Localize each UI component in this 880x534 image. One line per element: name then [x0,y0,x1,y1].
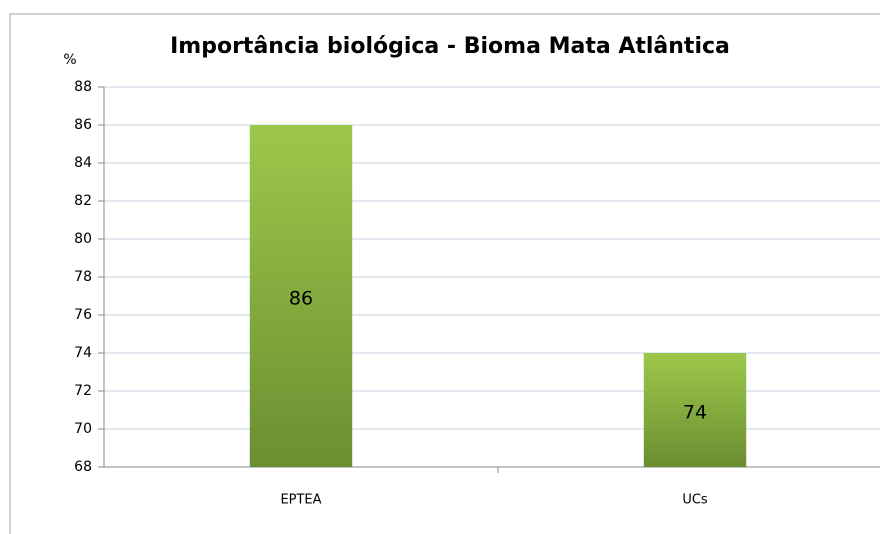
y-tick-label: 68 [74,459,92,475]
y-tick-label: 80 [74,231,92,247]
y-axis-label: % [63,52,76,68]
chart-frame [9,13,880,534]
y-tick-label: 84 [74,155,92,171]
data-label: 86 [289,288,313,310]
y-tick-label: 74 [74,345,92,361]
y-tick-label: 70 [74,421,92,437]
chart-title: Importância biológica - Bioma Mata Atlân… [170,34,730,59]
bar [643,353,747,467]
y-tick-label: 78 [74,269,92,285]
y-tick-label: 76 [74,307,92,323]
x-tick-label: EPTEA [280,493,321,508]
y-tick-label: 86 [74,117,92,133]
data-label: 74 [683,402,707,424]
bar [249,125,353,467]
y-tick-label: 82 [74,193,92,209]
y-tick-label: 72 [74,383,92,399]
x-tick-label: UCs [682,493,708,508]
y-tick-label: 88 [74,79,92,95]
